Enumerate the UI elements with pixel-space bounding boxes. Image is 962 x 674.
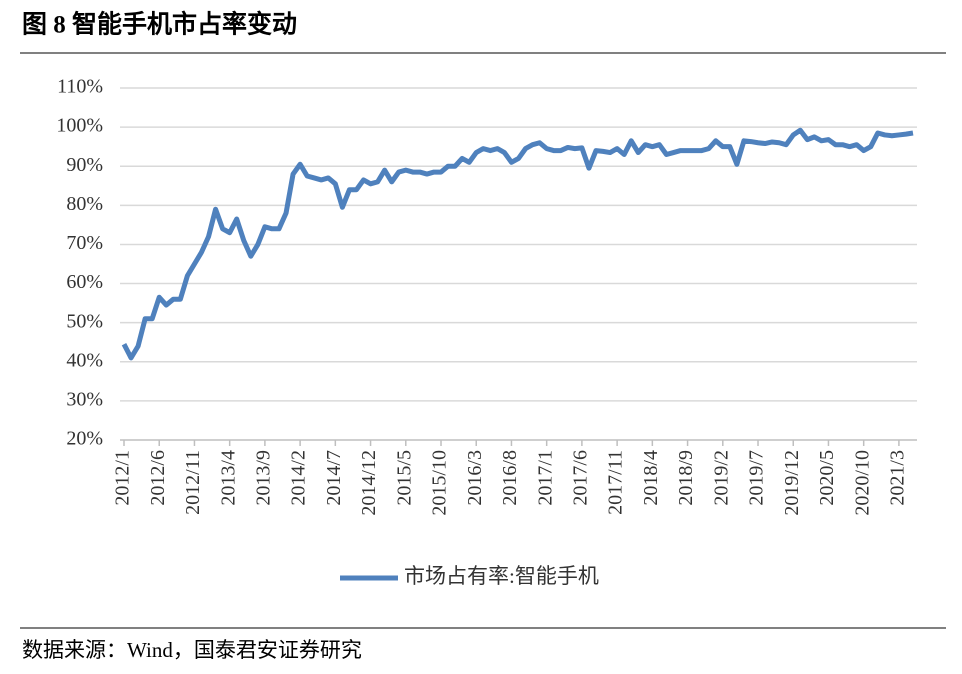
x-tick-label: 2018/4 (640, 450, 662, 506)
y-tick-label: 20% (66, 428, 103, 450)
y-tick-label: 110% (57, 76, 103, 98)
x-tick-label: 2017/6 (569, 450, 591, 506)
y-tick-label: 70% (66, 232, 103, 254)
x-tick-label: 2019/12 (781, 450, 803, 516)
x-tick-label: 2012/1 (112, 450, 134, 506)
x-tick-label: 2020/5 (816, 450, 838, 506)
x-tick-label: 2019/2 (710, 450, 732, 506)
y-tick-label: 30% (66, 388, 103, 410)
x-tick-label: 2015/5 (393, 450, 415, 506)
y-tick-label: 90% (66, 154, 103, 176)
x-tick-label: 2013/4 (217, 450, 239, 506)
x-tick-label: 2016/3 (464, 450, 486, 506)
x-tick-label: 2017/11 (605, 450, 627, 515)
x-tick-label: 2019/7 (746, 450, 768, 506)
source-note: 数据来源：Wind，国泰君安证券研究 (22, 638, 362, 662)
x-tick-label: 2018/9 (675, 450, 697, 506)
y-tick-label: 40% (66, 349, 103, 371)
x-tick-label: 2014/7 (323, 450, 345, 506)
y-tick-label: 60% (66, 271, 103, 293)
x-tick-label: 2014/2 (288, 450, 310, 506)
x-tick-label: 2014/12 (358, 450, 380, 516)
x-tick-label: 2013/9 (252, 450, 274, 506)
x-tick-label: 2012/6 (147, 450, 169, 506)
x-tick-label: 2021/3 (887, 450, 909, 506)
x-tick-label: 2020/10 (851, 450, 873, 516)
x-tick-label: 2012/11 (182, 450, 204, 515)
series-line (121, 127, 914, 361)
x-tick-label: 2017/1 (534, 450, 556, 506)
y-tick-label: 80% (66, 193, 103, 215)
y-tick-label: 50% (66, 310, 103, 332)
y-tick-label: 100% (56, 115, 103, 137)
chart-title: 图 8 智能手机市占率变动 (22, 10, 297, 39)
x-tick-label: 2015/10 (429, 450, 451, 516)
x-tick-label: 2016/8 (499, 450, 521, 506)
legend-label: 市场占有率:智能手机 (404, 564, 599, 588)
